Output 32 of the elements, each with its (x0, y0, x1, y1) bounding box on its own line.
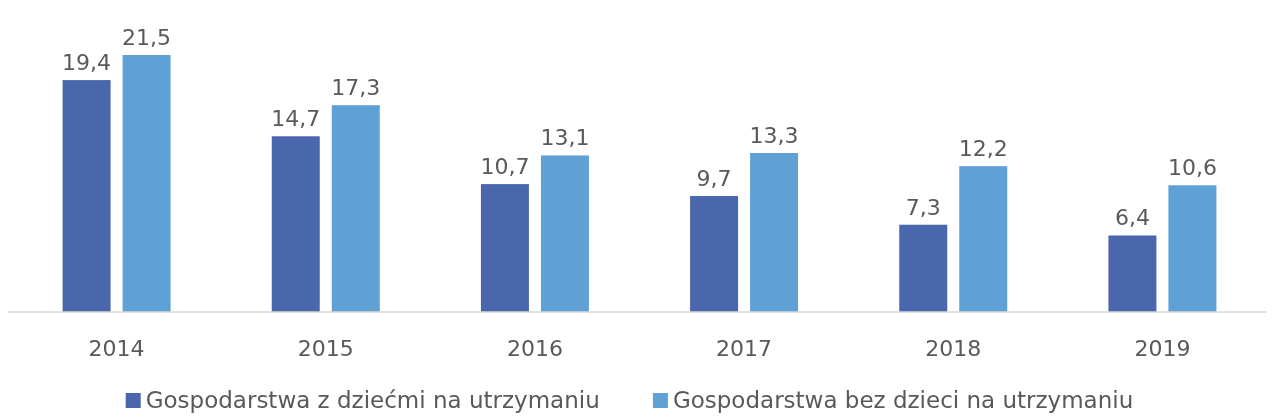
bar (540, 155, 589, 312)
x-tick-label: 2018 (925, 336, 982, 361)
bar (271, 136, 320, 312)
x-tick-label: 2016 (506, 336, 563, 361)
bar (480, 184, 529, 312)
x-tick-label: 2019 (1134, 336, 1191, 361)
data-label: 10,6 (1167, 155, 1217, 181)
bar (690, 196, 739, 312)
data-label: 13,1 (540, 125, 590, 151)
bar (1108, 235, 1157, 312)
data-label: 7,3 (905, 194, 941, 220)
data-label: 14,7 (271, 106, 321, 132)
x-tick-label: 2014 (88, 336, 145, 361)
bar (899, 224, 948, 312)
bar (62, 80, 111, 312)
bar (1168, 185, 1217, 312)
data-label: 12,2 (958, 136, 1008, 162)
legend-label: Gospodarstwa z dziećmi na utrzymaniu (145, 387, 600, 413)
data-label: 6,4 (1114, 205, 1150, 231)
bar (331, 105, 380, 312)
x-tick-label: 2015 (297, 336, 354, 361)
bar (959, 166, 1008, 312)
data-label: 21,5 (122, 25, 172, 50)
x-tick-label: 2017 (716, 336, 773, 361)
data-label: 17,3 (331, 75, 381, 101)
data-label: 9,7 (696, 166, 732, 192)
data-label: 10,7 (480, 154, 530, 180)
data-label: 13,3 (749, 123, 799, 149)
legend-label: Gospodarstwa bez dzieci na utrzymaniu (672, 387, 1134, 413)
bar (750, 153, 799, 312)
bar (122, 55, 171, 312)
data-label: 19,4 (62, 50, 112, 76)
